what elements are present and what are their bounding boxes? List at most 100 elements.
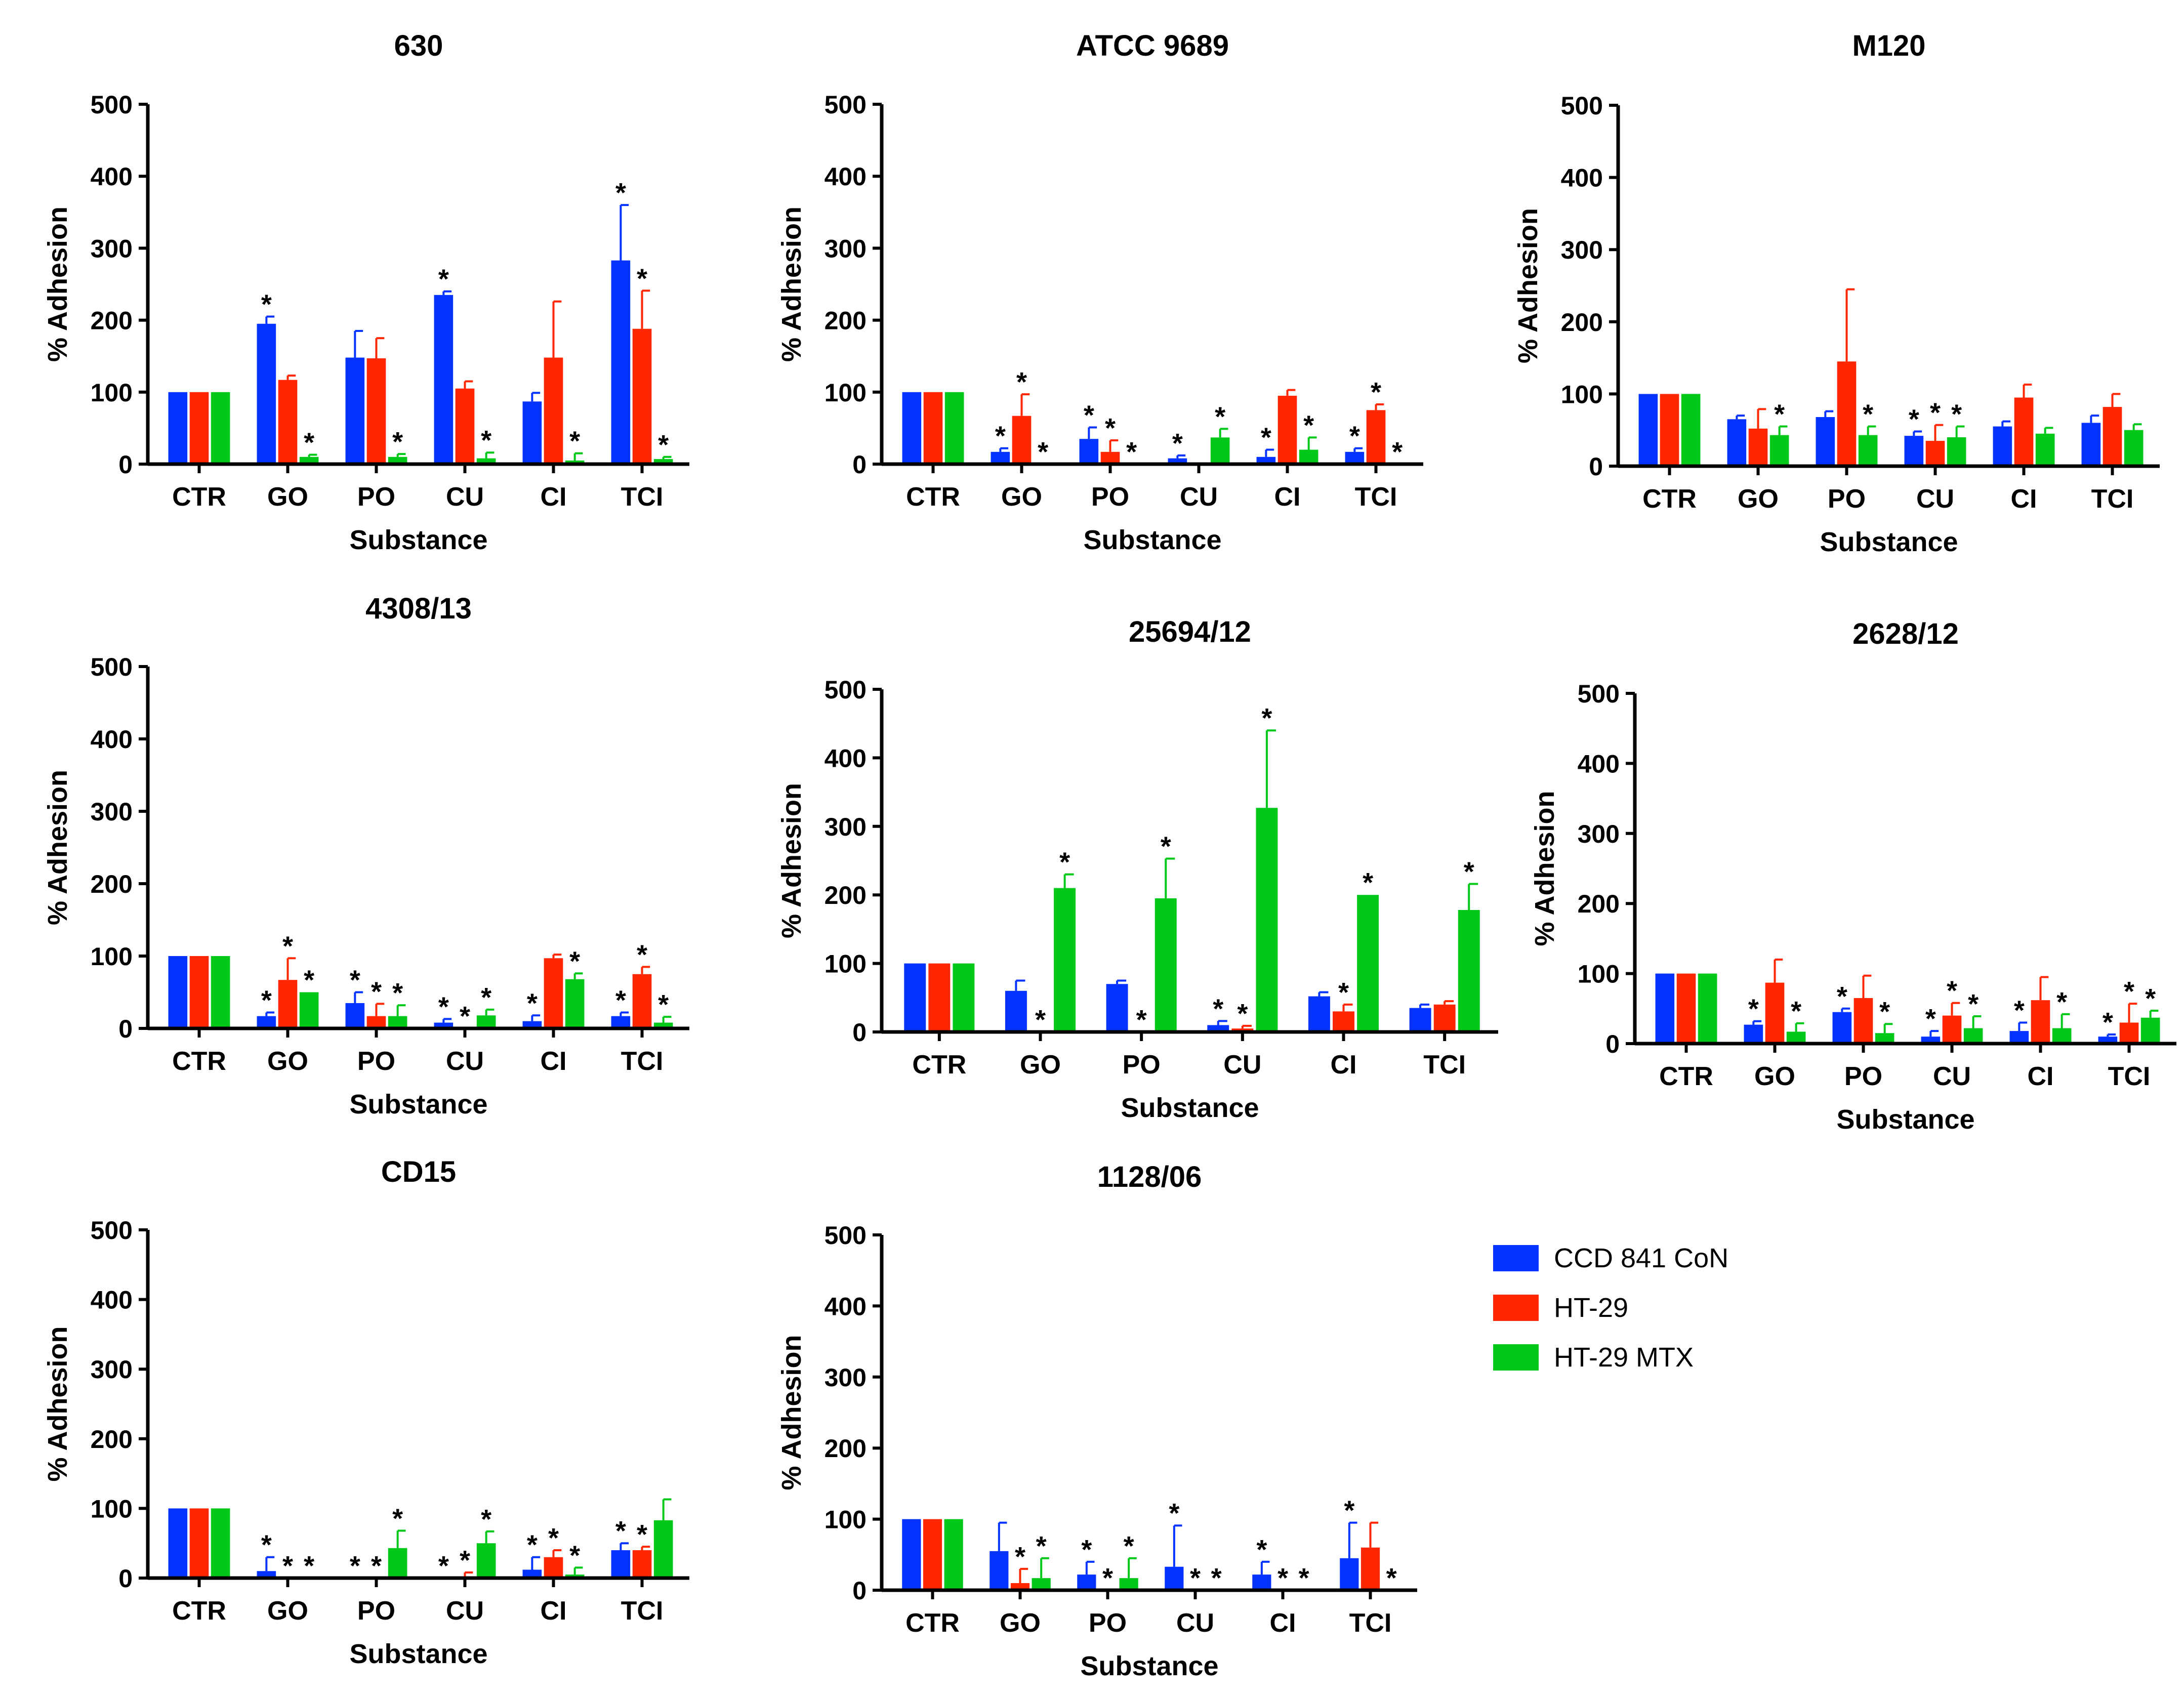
- y-tick-label: 100: [1578, 960, 1620, 988]
- bar: [345, 1003, 365, 1028]
- y-tick-label: 100: [91, 379, 133, 407]
- x-tick-label: CI: [541, 1596, 567, 1626]
- y-tick-label: 0: [118, 1564, 133, 1593]
- bar: [653, 1022, 673, 1028]
- bar: [1340, 1558, 1359, 1590]
- chart-panel-1: 630 0 100 200 300 400 500 % Adhesion * * * * * * * * * CT…: [43, 29, 689, 555]
- bar: [1333, 1011, 1354, 1032]
- y-axis-label: % Adhesion: [43, 770, 73, 925]
- y-tick-label: 100: [91, 1495, 133, 1523]
- y-tick-label: 500: [825, 1221, 867, 1250]
- significance-marker: *: [1951, 399, 1962, 430]
- y-tick-label: 500: [91, 1216, 133, 1245]
- x-tick-label: CTR: [1659, 1062, 1713, 1091]
- bar: [632, 328, 652, 464]
- bar: [653, 459, 673, 464]
- bar: [2124, 430, 2144, 466]
- significance-marker: *: [1161, 831, 1171, 861]
- chart-panel-2: ATCC 9689 0 100 200 300 400 500 % Adhesion * * * * *…: [776, 29, 1423, 555]
- x-tick-label: CU: [1916, 484, 1954, 514]
- y-tick-label: 400: [91, 162, 133, 191]
- significance-marker: *: [1213, 993, 1223, 1024]
- significance-marker: *: [460, 1545, 470, 1576]
- significance-marker: *: [1925, 1004, 1936, 1034]
- x-axis-label: Substance: [349, 525, 487, 555]
- bar: [1638, 394, 1658, 466]
- x-tick-label: CTR: [905, 1608, 960, 1638]
- bar: [1837, 361, 1857, 466]
- x-tick-label: TCI: [621, 482, 664, 512]
- y-tick-label: 500: [91, 91, 133, 119]
- y-tick-label: 200: [825, 881, 867, 909]
- y-tick-label: 100: [1561, 380, 1603, 408]
- x-tick-label: PO: [1089, 1608, 1127, 1638]
- significance-marker: *: [2103, 1007, 2113, 1038]
- bar: [1077, 1575, 1096, 1590]
- bar: [189, 1508, 209, 1578]
- bar: [366, 1016, 386, 1028]
- significance-marker: *: [371, 1551, 382, 1581]
- significance-marker: *: [658, 430, 669, 460]
- x-tick-label: CI: [2011, 484, 2037, 514]
- bar: [278, 980, 298, 1028]
- chart-panel-3: M120 0 100 200 300 400 500 % Adhesion * * * * * CTR GO…: [1513, 29, 2160, 557]
- y-tick-label: 300: [91, 1355, 133, 1384]
- x-axis-label: Substance: [1083, 525, 1221, 555]
- bar: [1676, 973, 1696, 1044]
- bar: [565, 979, 585, 1028]
- x-tick-label: CI: [2028, 1062, 2054, 1091]
- significance-marker: *: [1968, 989, 1979, 1019]
- y-tick-label: 200: [825, 307, 867, 335]
- bar: [1012, 416, 1032, 464]
- y-tick-label: 100: [825, 1506, 867, 1534]
- x-tick-label: CU: [1176, 1608, 1214, 1638]
- x-tick-label: PO: [1844, 1062, 1882, 1091]
- x-tick-label: TCI: [2091, 484, 2134, 514]
- chart-panel-5: 25694/12 0 100 200 300 400 500 % Adhesion * * * * * *…: [776, 615, 1498, 1123]
- y-axis-label: % Adhesion: [1513, 208, 1543, 363]
- significance-marker: *: [615, 985, 626, 1016]
- y-axis-label: % Adhesion: [43, 206, 73, 362]
- x-tick-label: CU: [446, 482, 484, 512]
- bar: [991, 451, 1010, 464]
- bar: [1168, 458, 1187, 464]
- bar: [1165, 1566, 1184, 1590]
- legend: CCD 841 CoN HT-29 HT-29 MTX: [1493, 1243, 1728, 1373]
- significance-marker: *: [2056, 987, 2067, 1017]
- bar: [299, 457, 319, 464]
- bar: [1698, 973, 1717, 1044]
- chart-title: 4308/13: [365, 592, 472, 625]
- bar: [544, 958, 563, 1028]
- x-tick-label: CI: [1274, 482, 1301, 512]
- significance-marker: *: [1237, 999, 1248, 1029]
- significance-marker: *: [481, 1504, 491, 1535]
- x-tick-label: CTR: [172, 1047, 226, 1076]
- bar: [189, 956, 209, 1028]
- bar: [2081, 423, 2101, 466]
- significance-marker: *: [1036, 1531, 1047, 1561]
- y-tick-label: 0: [118, 450, 133, 479]
- bar: [211, 1508, 230, 1578]
- significance-marker: *: [481, 982, 491, 1013]
- x-axis-label: Substance: [1080, 1651, 1218, 1681]
- x-axis-label: Substance: [349, 1639, 487, 1669]
- legend-swatch: [1493, 1245, 1539, 1271]
- significance-marker: *: [1215, 401, 1225, 432]
- significance-marker: *: [1879, 997, 1890, 1027]
- bar: [476, 1015, 496, 1028]
- significance-marker: *: [460, 1001, 470, 1031]
- y-tick-label: 200: [1578, 890, 1620, 918]
- x-tick-label: CI: [541, 1047, 567, 1076]
- y-tick-label: 400: [825, 744, 867, 772]
- y-tick-label: 300: [825, 1363, 867, 1392]
- bar: [1875, 1033, 1894, 1044]
- bar: [1853, 998, 1873, 1044]
- y-axis-label: % Adhesion: [776, 206, 807, 362]
- significance-marker: *: [1748, 994, 1759, 1024]
- x-tick-label: PO: [1828, 484, 1866, 514]
- y-tick-label: 100: [91, 942, 133, 971]
- bar: [632, 974, 652, 1028]
- significance-marker: *: [350, 965, 360, 996]
- bar: [189, 392, 209, 464]
- significance-marker: *: [2124, 976, 2134, 1007]
